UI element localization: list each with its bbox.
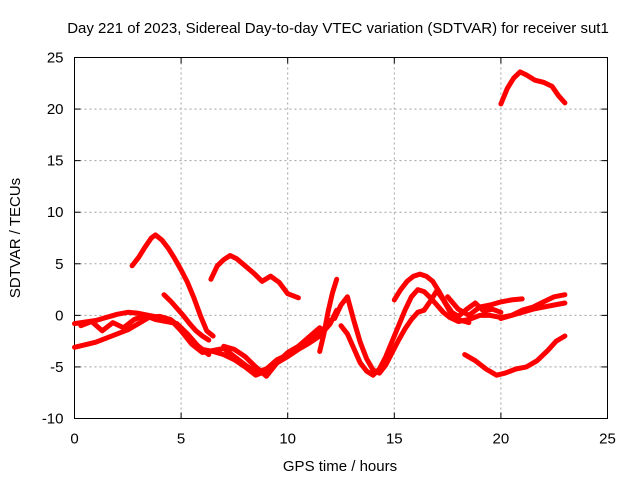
x-axis-label: GPS time / hours [283, 458, 397, 475]
series-arc-4 [129, 232, 216, 339]
y-tick-label: -5 [50, 359, 63, 376]
tick-labels: 0 5 10 15 20 25 -10 -5 0 5 10 15 20 25 [42, 50, 616, 448]
y-tick-label: 5 [55, 256, 63, 273]
series-arc-14 [462, 333, 568, 378]
series-arc-12 [445, 294, 525, 318]
series-arc-13 [498, 292, 568, 321]
series-arc-3 [78, 312, 212, 358]
y-tick-label: -10 [42, 411, 64, 428]
plot-frame [74, 57, 608, 419]
y-tick-label: 0 [55, 307, 63, 324]
series-arc-15 [498, 69, 568, 107]
x-tick-label: 25 [599, 431, 616, 448]
y-axis-label: SDTVAR / TECUs [7, 178, 24, 298]
series-group [72, 69, 568, 379]
y-tick-label: 10 [47, 204, 64, 221]
y-tick-label: 25 [47, 50, 64, 67]
x-tick-label: 10 [279, 431, 296, 448]
axis-ticks [74, 57, 608, 419]
chart-title: Day 221 of 2023, Sidereal Day-to-day VTE… [67, 20, 609, 37]
x-tick-label: 15 [386, 431, 403, 448]
series-arc-1 [72, 307, 340, 378]
x-tick-label: 5 [177, 431, 185, 448]
series-arc-6 [208, 253, 301, 301]
y-tick-label: 20 [47, 101, 64, 118]
series-arc-9 [332, 288, 472, 376]
series-arc-5 [161, 292, 212, 343]
series-arc-8 [317, 276, 340, 354]
x-tick-label: 20 [493, 431, 510, 448]
series-arc-7 [221, 325, 323, 379]
grid [74, 57, 608, 419]
x-tick-label: 0 [70, 431, 78, 448]
y-tick-label: 15 [47, 153, 64, 170]
